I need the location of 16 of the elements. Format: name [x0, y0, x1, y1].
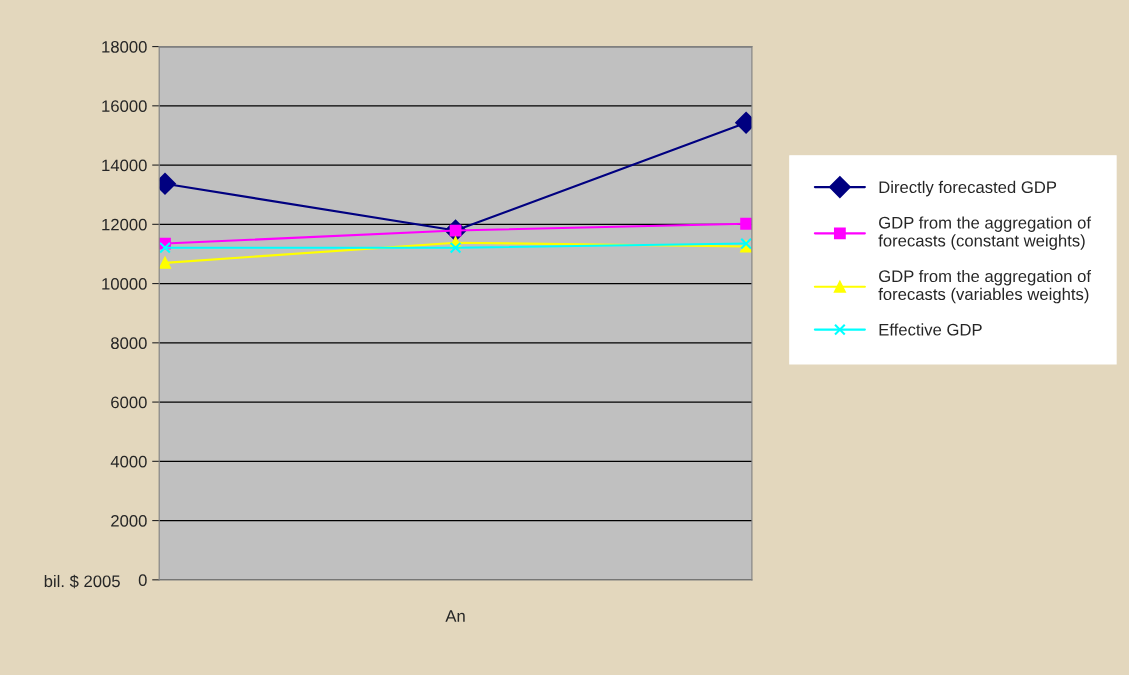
legend-label: Directly forecasted GDP: [879, 180, 1057, 197]
y-tick-label: 12000: [102, 218, 147, 231]
y-tick-label: 0: [138, 574, 147, 587]
legend-label: GDP from the aggregation of forecasts (variables weights): [878, 269, 1092, 304]
legend-label: Effective GDP: [879, 323, 982, 336]
legend-label: GDP from the aggregation of forecasts (constant weights): [878, 216, 1092, 250]
y-tick-label: 14000: [102, 159, 147, 172]
y-tick-label: 4000: [110, 455, 147, 468]
y-tick-label: 10000: [102, 277, 147, 290]
y-tick-label: 16000: [102, 100, 147, 113]
y-axis-title: bil. $ 2005: [44, 574, 120, 589]
x-axis-title: An: [445, 610, 465, 622]
y-tick-label: 2000: [111, 514, 147, 527]
y-tick-label: 6000: [111, 396, 147, 409]
y-tick-label: 18000: [102, 40, 147, 53]
y-tick-label: 8000: [111, 337, 147, 350]
